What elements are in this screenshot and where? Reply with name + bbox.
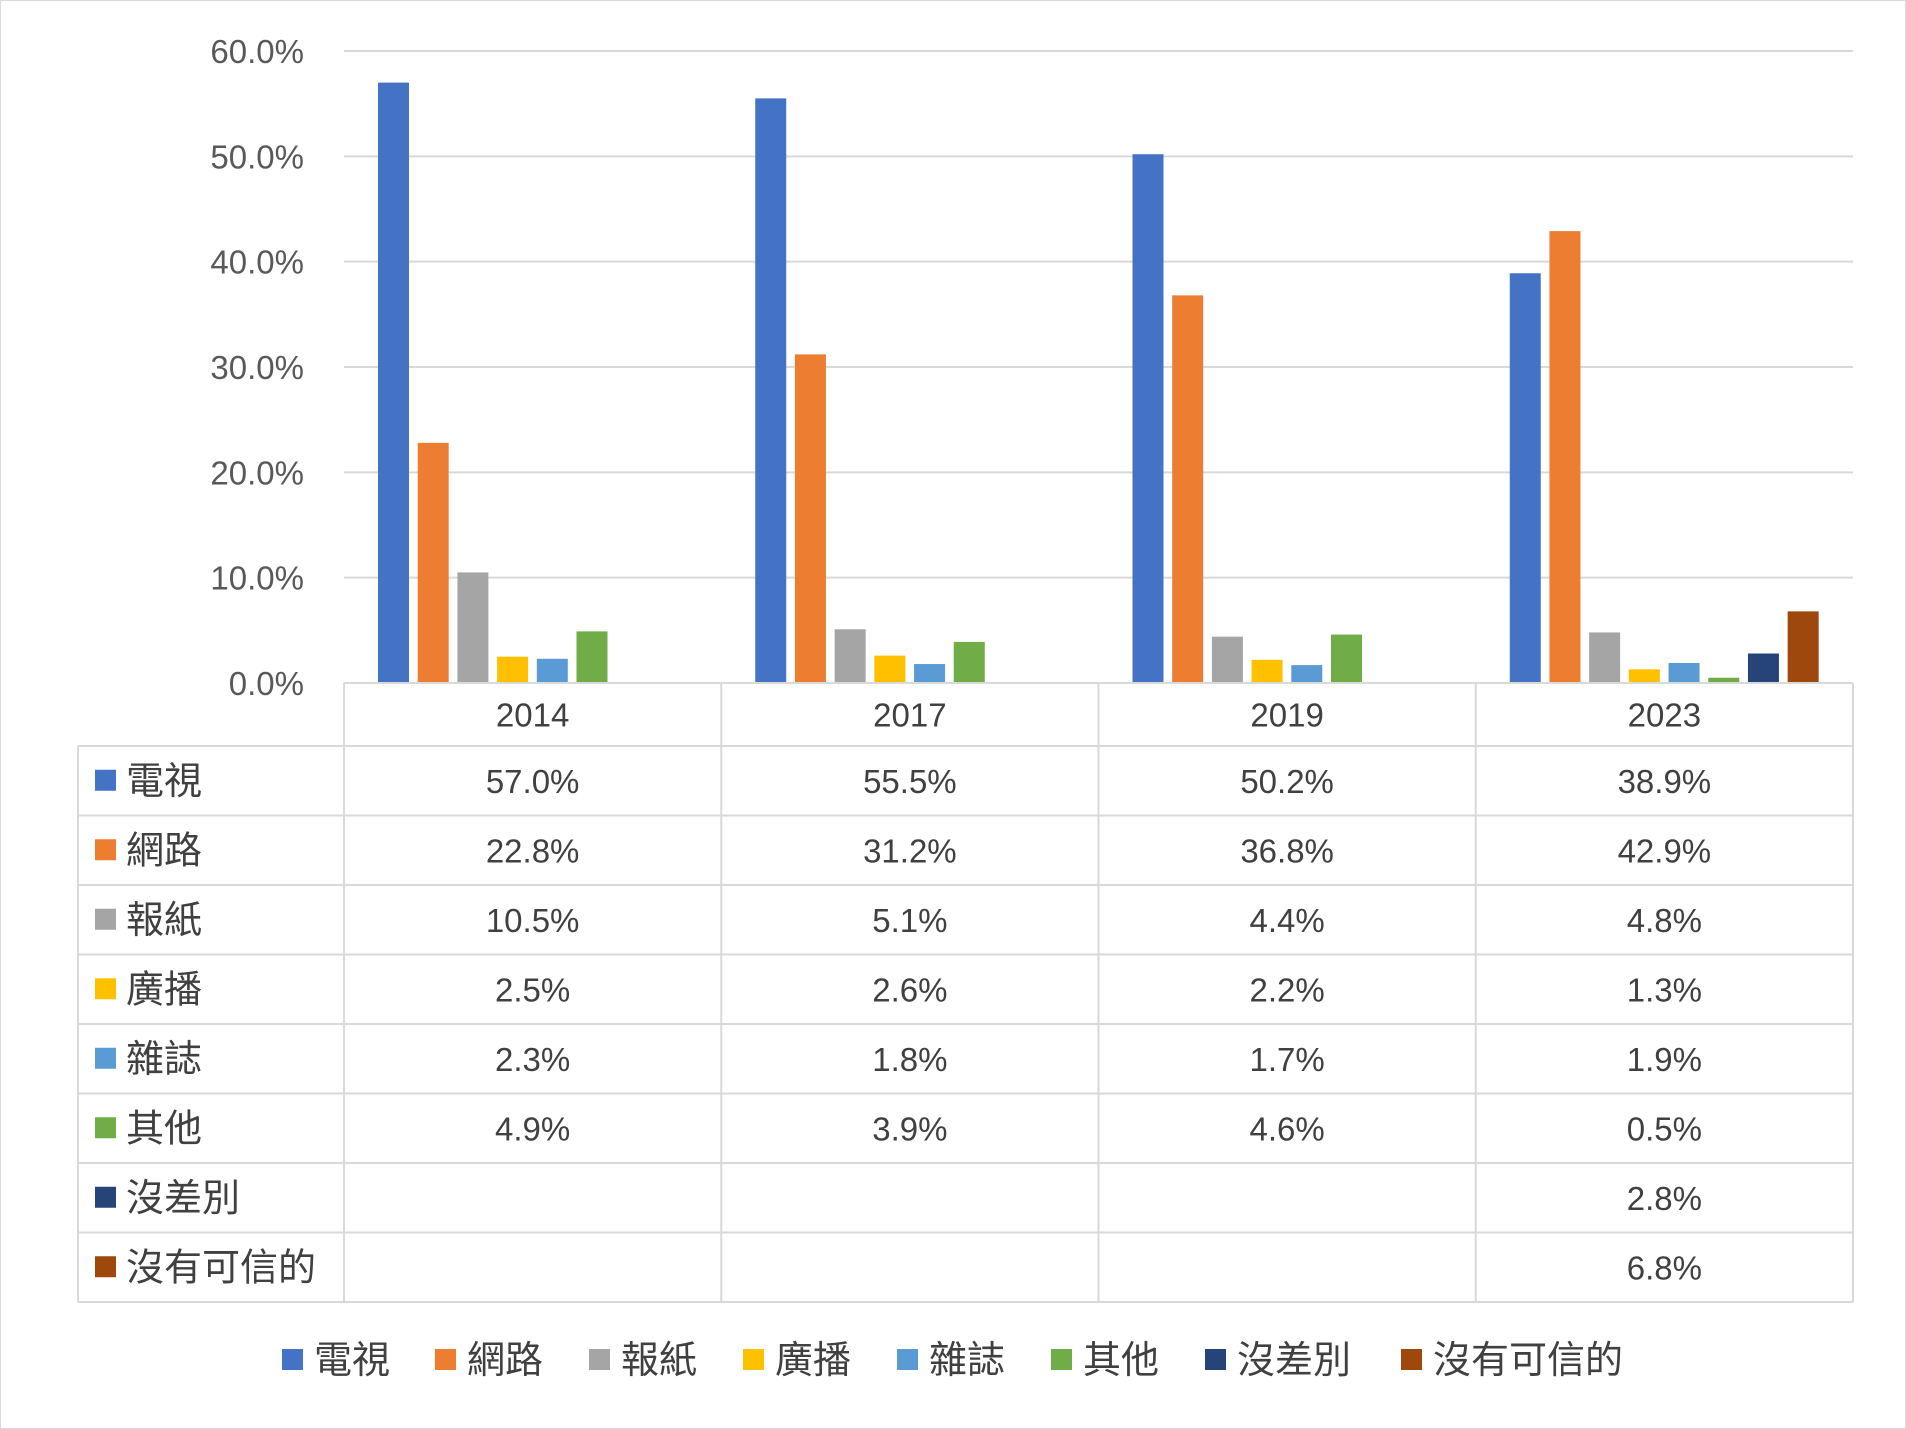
- series-swatch: [95, 908, 116, 930]
- bar: [417, 442, 449, 683]
- series-swatch: [95, 978, 116, 1000]
- data-label: 0.5%: [1627, 1110, 1702, 1147]
- legend-label: 沒差別: [1237, 1338, 1351, 1382]
- data-label: 4.4%: [1250, 902, 1325, 939]
- legend-swatch: [1205, 1349, 1226, 1370]
- y-tick-label: 10.0%: [210, 560, 304, 597]
- data-label: 1.3%: [1627, 971, 1702, 1008]
- legend-label: 報紙: [621, 1338, 697, 1382]
- legend-swatch: [743, 1349, 764, 1370]
- series-label: 報紙: [126, 898, 202, 942]
- legend-label: 雜誌: [929, 1338, 1005, 1382]
- y-tick-label: 30.0%: [210, 349, 304, 386]
- data-label: 57.0%: [486, 763, 580, 800]
- data-label: 22.8%: [486, 832, 580, 869]
- data-label: 10.5%: [486, 902, 580, 939]
- y-tick-label: 40.0%: [210, 244, 304, 281]
- bar: [378, 82, 409, 684]
- legend-label: 電視: [314, 1338, 390, 1382]
- bar: [457, 572, 489, 683]
- bar: [1549, 231, 1581, 683]
- data-label: 4.6%: [1250, 1110, 1325, 1147]
- data-label: 5.1%: [872, 902, 947, 939]
- series-label: 其他: [126, 1106, 202, 1150]
- legend-label: 沒有可信的: [1433, 1338, 1623, 1382]
- legend-swatch: [1051, 1349, 1072, 1370]
- bar: [1509, 273, 1541, 683]
- data-label: 2.8%: [1627, 1180, 1702, 1217]
- data-label: 2.3%: [495, 1041, 570, 1078]
- bar: [794, 354, 826, 683]
- legend-swatch: [435, 1349, 456, 1370]
- legend-label: 廣播: [775, 1338, 851, 1382]
- series-swatch: [95, 1047, 116, 1069]
- data-label: 31.2%: [863, 832, 957, 869]
- bar: [914, 664, 946, 683]
- category-label: 2017: [873, 697, 946, 734]
- bar: [1291, 665, 1323, 683]
- bar: [576, 631, 608, 683]
- bar: [874, 655, 906, 683]
- bar: [1132, 154, 1164, 683]
- data-label: 42.9%: [1618, 832, 1712, 869]
- bar: [834, 629, 866, 683]
- y-tick-label: 60.0%: [210, 33, 304, 70]
- data-label: 3.9%: [872, 1110, 947, 1147]
- bar: [1331, 634, 1362, 683]
- legend-label: 其他: [1083, 1338, 1159, 1382]
- bar: [755, 98, 787, 683]
- bar: [1787, 611, 1819, 683]
- legend-swatch: [1401, 1349, 1422, 1370]
- bar: [1251, 659, 1283, 683]
- y-tick-label: 0.0%: [229, 665, 304, 702]
- y-tick-label: 50.0%: [210, 138, 304, 175]
- data-label: 36.8%: [1240, 832, 1334, 869]
- legend-swatch: [282, 1349, 303, 1370]
- bar: [1668, 662, 1700, 683]
- y-tick-label: 20.0%: [210, 454, 304, 491]
- legend-label: 網路: [467, 1338, 543, 1382]
- series-swatch: [95, 769, 116, 791]
- series-label: 廣播: [126, 967, 202, 1011]
- bar: [1172, 295, 1204, 683]
- series-label: 電視: [126, 759, 202, 803]
- bar: [497, 656, 529, 683]
- series-swatch: [95, 1117, 116, 1139]
- category-label: 2023: [1628, 697, 1701, 734]
- data-label: 50.2%: [1240, 763, 1334, 800]
- series-label: 雜誌: [126, 1037, 202, 1081]
- data-label: 1.9%: [1627, 1041, 1702, 1078]
- bar: [953, 641, 985, 683]
- category-label: 2019: [1250, 697, 1323, 734]
- series-swatch: [95, 1186, 116, 1208]
- data-label: 38.9%: [1618, 763, 1712, 800]
- bar: [1708, 677, 1740, 683]
- series-label: 網路: [126, 828, 202, 872]
- legend-swatch: [589, 1349, 610, 1370]
- series-label: 沒差別: [126, 1176, 240, 1220]
- bar: [1589, 632, 1621, 683]
- bar: [1628, 669, 1660, 683]
- data-label: 55.5%: [863, 763, 957, 800]
- bar: [1747, 653, 1779, 683]
- series-swatch: [95, 839, 116, 861]
- data-label: 4.8%: [1627, 902, 1702, 939]
- data-label: 1.7%: [1250, 1041, 1325, 1078]
- series-label: 沒有可信的: [126, 1245, 316, 1289]
- data-label: 2.5%: [495, 971, 570, 1008]
- bar: [536, 658, 568, 683]
- legend-swatch: [897, 1349, 918, 1370]
- category-label: 2014: [496, 697, 569, 734]
- data-label: 1.8%: [872, 1041, 947, 1078]
- data-label: 2.2%: [1250, 971, 1325, 1008]
- data-label: 2.6%: [872, 971, 947, 1008]
- bar: [1211, 636, 1243, 683]
- series-swatch: [95, 1256, 116, 1278]
- data-label: 6.8%: [1627, 1249, 1702, 1286]
- data-label: 4.9%: [495, 1110, 570, 1147]
